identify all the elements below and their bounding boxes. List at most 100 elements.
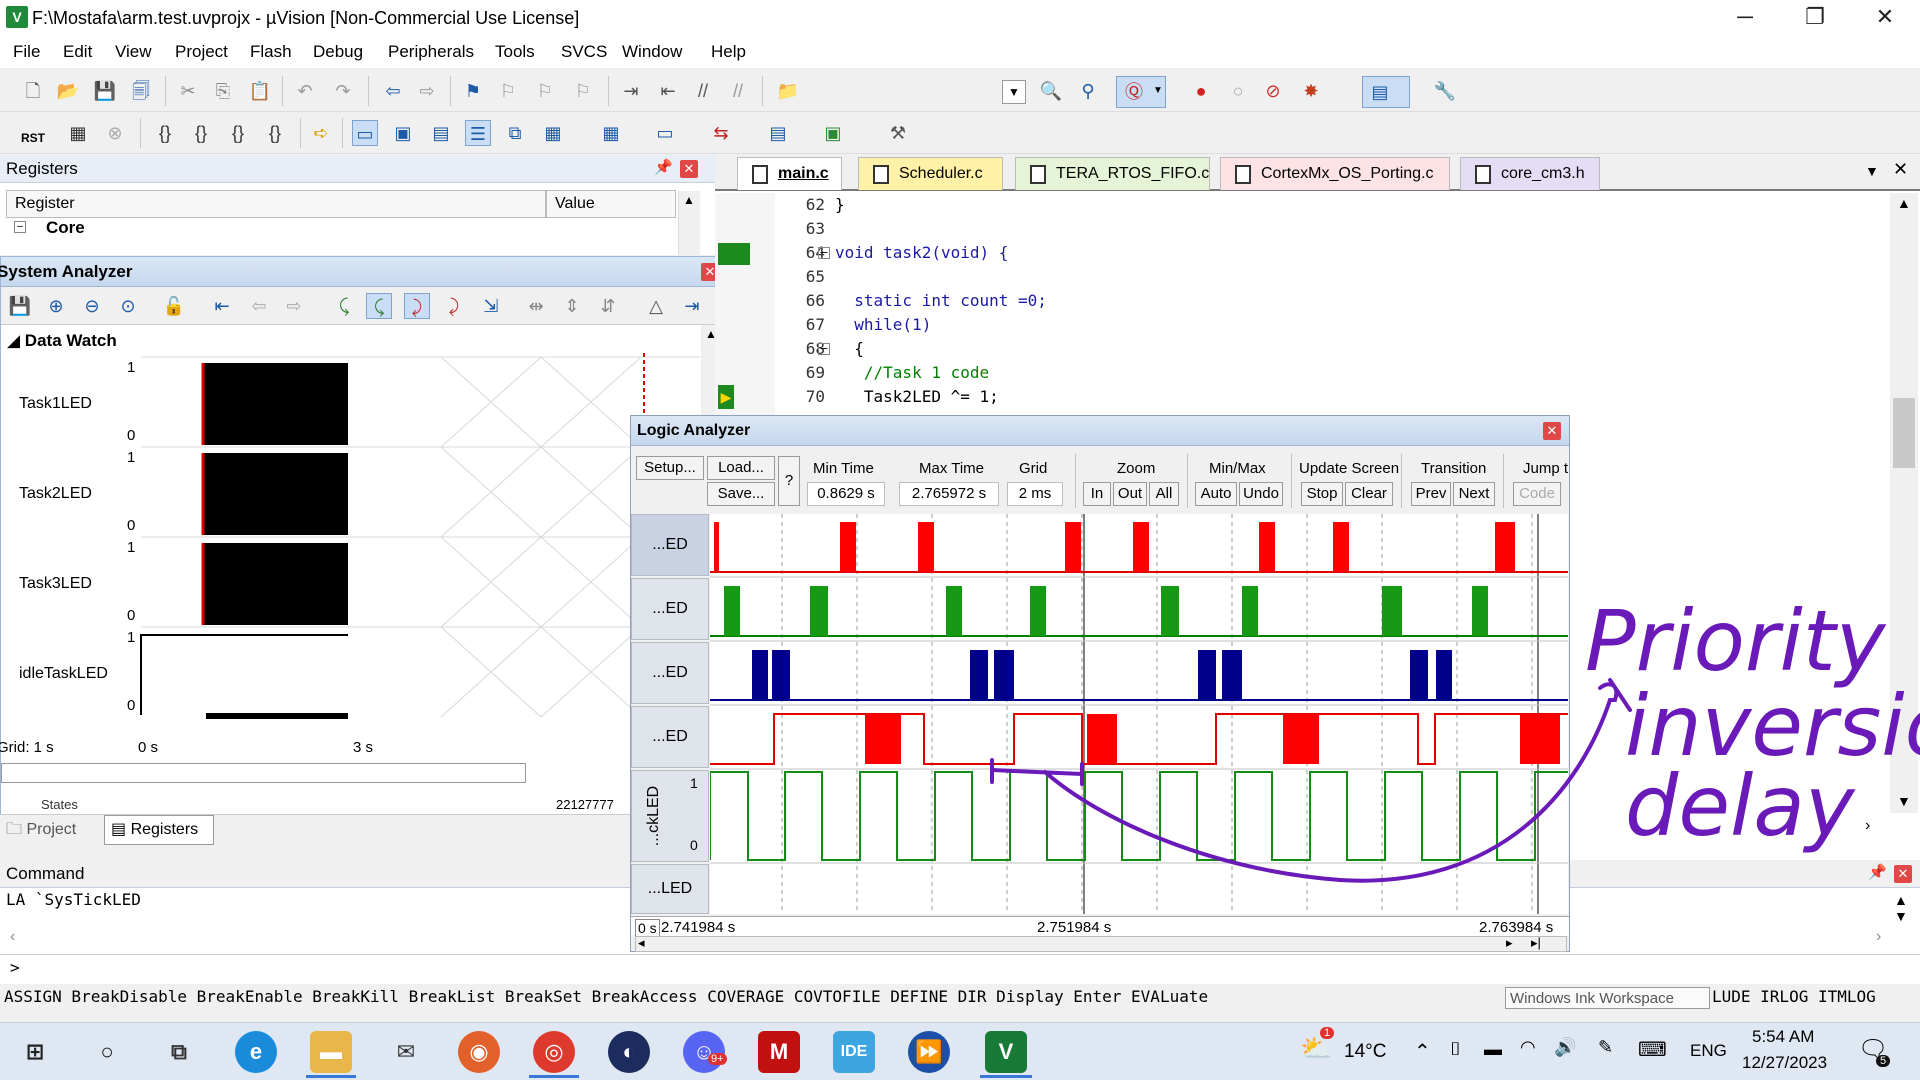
zoom-all-button[interactable]: All: [1149, 482, 1179, 506]
nav-back-icon[interactable]: ⇦: [385, 81, 401, 101]
clock-date[interactable]: 12/27/2023: [1742, 1053, 1828, 1072]
tab-list-chevron-icon[interactable]: ▼: [1865, 163, 1879, 179]
cmd-scroll-arrows[interactable]: ▲ ▼: [1894, 892, 1908, 924]
find-dropdown[interactable]: ▼: [1002, 80, 1026, 104]
zoom-out-icon[interactable]: ⊖: [84, 296, 100, 316]
unindent-icon[interactable]: ⇤: [660, 81, 676, 101]
editor-vertical-scrollbar[interactable]: ▲ ▼: [1890, 193, 1918, 813]
menu-view[interactable]: View: [115, 42, 152, 61]
scroll-up-icon[interactable]: ▲: [1897, 195, 1911, 211]
camera-icon[interactable]: ⌷: [1450, 1039, 1461, 1059]
media-player-icon[interactable]: ⏩: [908, 1031, 950, 1073]
transition-icon[interactable]: ⤸: [404, 293, 430, 319]
jump-start-icon[interactable]: ⇤: [214, 296, 230, 316]
cursor-icon[interactable]: ⤹: [338, 296, 350, 316]
marker-icon[interactable]: ⤸: [448, 296, 460, 316]
scroll-end-icon[interactable]: ▸|: [1531, 935, 1541, 950]
breakpoint-icon[interactable]: ●: [1195, 81, 1207, 101]
eclipse-icon[interactable]: ◐: [608, 1031, 650, 1073]
chrome-icon[interactable]: ◎: [533, 1031, 575, 1073]
value-column-header[interactable]: Value: [546, 190, 676, 218]
channel-label-4[interactable]: ...ED: [631, 706, 709, 768]
scroll-left-icon[interactable]: ‹: [10, 928, 16, 945]
next-icon[interactable]: ⇨: [286, 296, 302, 316]
tab-registers[interactable]: ▤ Registers: [104, 815, 214, 845]
command-input[interactable]: [26, 956, 1906, 980]
weather-temp[interactable]: 14°C: [1344, 1041, 1387, 1062]
prev-transition-button[interactable]: Prev: [1411, 482, 1451, 506]
run-icon[interactable]: ▦: [69, 123, 87, 143]
watch-window-icon[interactable]: ▦: [544, 123, 562, 143]
new-file-icon[interactable]: 🗋: [25, 81, 41, 101]
scroll-thumb[interactable]: [1893, 398, 1915, 468]
language-indicator[interactable]: ENG: [1690, 1041, 1727, 1060]
close-button[interactable]: ✕: [1875, 4, 1895, 29]
pen-icon[interactable]: ✎: [1598, 1037, 1614, 1057]
tab-cortexmx-os-porting-c[interactable]: CortexMx_OS_Porting.c: [1220, 157, 1450, 190]
minmax-auto-button[interactable]: Auto: [1195, 482, 1237, 506]
wifi-icon[interactable]: ◠: [1520, 1037, 1536, 1057]
paste-icon[interactable]: 📋: [248, 81, 272, 101]
menu-tools[interactable]: Tools: [495, 42, 535, 61]
tab-tera-rtos-fifo-c[interactable]: TERA_RTOS_FIFO.c: [1015, 157, 1210, 190]
undo-icon[interactable]: ↶: [297, 81, 313, 101]
menu-debug[interactable]: Debug: [313, 42, 364, 61]
toolbox-icon[interactable]: ⚒: [889, 123, 907, 143]
help-button[interactable]: ?: [778, 456, 800, 506]
register-column-header[interactable]: Register: [6, 190, 546, 218]
battery-icon[interactable]: ▬: [1484, 1039, 1502, 1059]
disable-all-breakpoints-icon[interactable]: ⊘: [1265, 81, 1281, 101]
channel-label-1[interactable]: ...ED: [631, 514, 709, 576]
scroll-right-icon[interactable]: ▸: [1506, 935, 1513, 950]
idletaskled-label[interactable]: idleTaskLED: [19, 665, 108, 682]
logic-horizontal-scrollbar[interactable]: ◂ ▸ ▸|: [635, 935, 1567, 952]
channel-label-6[interactable]: ...LED: [631, 864, 709, 914]
discord-icon[interactable]: ☺: [683, 1031, 725, 1073]
delta-icon[interactable]: △: [649, 296, 663, 316]
open-folder-icon[interactable]: 📂: [56, 81, 80, 101]
windows-start-icon[interactable]: ⊞: [25, 1039, 45, 1064]
zoom-all-icon[interactable]: ⊙: [120, 296, 136, 316]
reset-cpu-icon[interactable]: RST: [21, 131, 45, 145]
kill-breakpoints-icon[interactable]: ✸: [1303, 81, 1319, 101]
search-icon[interactable]: ○: [100, 1039, 114, 1064]
menu-file[interactable]: File: [13, 42, 41, 61]
comment-icon[interactable]: //: [697, 81, 708, 101]
scroll-down-icon[interactable]: ▼: [1897, 793, 1911, 809]
stop-icon[interactable]: ⊗: [107, 123, 123, 143]
height-icon[interactable]: ⇕: [564, 296, 580, 316]
menu-window[interactable]: Window: [622, 42, 683, 61]
cursor-mode-icon[interactable]: ⤹: [366, 293, 392, 319]
channel-label-2[interactable]: ...ED: [631, 578, 709, 640]
tab-main-c[interactable]: main.c: [737, 157, 842, 190]
cut-icon[interactable]: ✂: [180, 81, 196, 101]
zoom-out-button[interactable]: Out: [1113, 482, 1147, 506]
fold-icon[interactable]: −: [818, 342, 830, 355]
scroll-up-icon[interactable]: ▲: [683, 193, 695, 207]
firefox-icon[interactable]: ◉: [458, 1031, 500, 1073]
indent-icon[interactable]: ⇥: [623, 81, 639, 101]
collapse-icon[interactable]: −: [14, 221, 26, 233]
jump-end-icon[interactable]: ⇥: [684, 296, 700, 316]
fold-icon[interactable]: −: [818, 246, 830, 259]
clear-button[interactable]: Clear: [1345, 482, 1393, 506]
next-transition-button[interactable]: Next: [1453, 482, 1495, 506]
run-to-cursor-icon[interactable]: {}: [268, 123, 282, 143]
load-button[interactable]: Load...: [707, 456, 775, 480]
menu-help[interactable]: Help: [711, 42, 746, 61]
stm32cubeide-icon[interactable]: IDE: [833, 1031, 875, 1073]
close-icon[interactable]: ✕: [1543, 422, 1561, 440]
setup-button[interactable]: Setup...: [636, 456, 704, 480]
trace-window-icon[interactable]: ▤: [769, 123, 787, 143]
save-button[interactable]: Save...: [707, 482, 775, 506]
debug-session-button[interactable]: Ⓠ ▼: [1116, 76, 1166, 108]
channel-label-systick[interactable]: ...ckLED 1 0: [631, 770, 709, 862]
save-icon[interactable]: 💾: [93, 81, 117, 101]
memory-window-icon[interactable]: ▦: [602, 123, 620, 143]
show-next-statement-icon[interactable]: ➪: [313, 123, 329, 143]
chevron-up-icon[interactable]: ⌃: [1414, 1041, 1431, 1063]
save-all-icon[interactable]: 🗐: [132, 81, 150, 101]
close-icon[interactable]: ✕: [680, 160, 698, 178]
mcafee-icon[interactable]: M: [758, 1031, 800, 1073]
incremental-find-icon[interactable]: ⚲: [1081, 81, 1095, 101]
